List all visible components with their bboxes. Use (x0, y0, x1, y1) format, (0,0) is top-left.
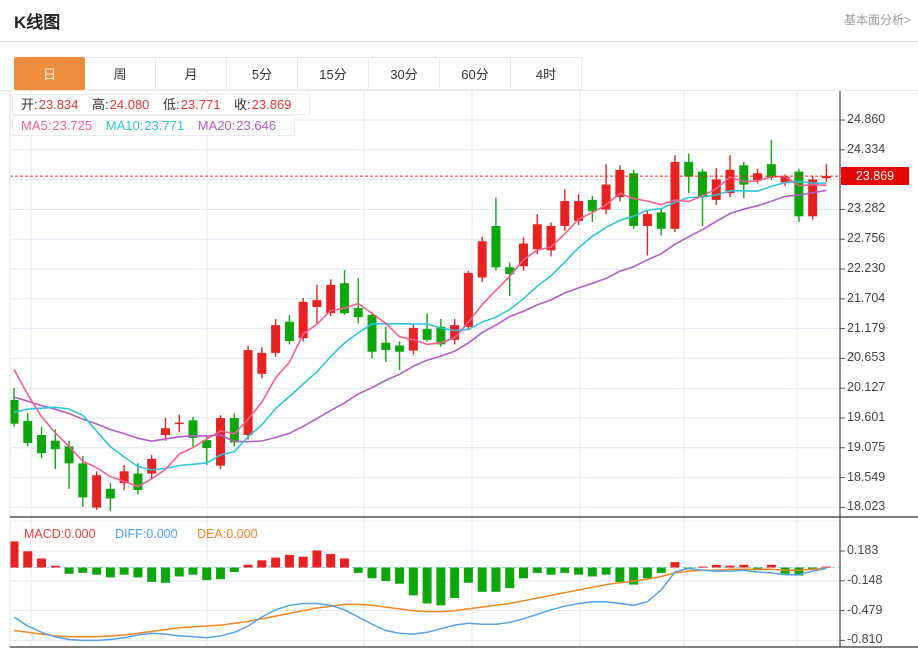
page-title: K线图 (14, 13, 61, 32)
tab-月[interactable]: 月 (156, 57, 227, 90)
open-label: 开: (21, 97, 38, 112)
close-value: 23.869 (251, 97, 292, 112)
macd-value-label: MACD:0.000 (24, 527, 96, 541)
macd-axis-label: -0.148 (847, 572, 883, 587)
price-axis-label: 24.334 (847, 141, 886, 156)
low-value: 23.771 (180, 97, 221, 112)
ma20-label: MA20: (197, 118, 236, 133)
page-header: K线图 基本面分析> (0, 0, 918, 42)
macd-info-row: MACD:0.000 DIFF:0.000 DEA:0.000 (24, 527, 258, 541)
ma20-value: 23.646 (236, 118, 277, 133)
diff-value-label: DIFF:0.000 (115, 527, 178, 541)
interval-tabbar: 日周月 5分 15分 30分 60分 4时 (0, 57, 918, 91)
ma10-label: MA10: (105, 118, 144, 133)
tab-周[interactable]: 周 (85, 57, 156, 90)
close-label: 收: (234, 97, 251, 112)
price-axis-label: 22.230 (847, 261, 886, 276)
ma-info-row: MA5:23.725 MA10:23.771 MA20:23.646 (12, 115, 296, 136)
macd-axis-label: 0.183 (847, 543, 879, 558)
ma10-value: 23.771 (144, 118, 185, 133)
ma5-label: MA5: (21, 118, 52, 133)
dea-value-label: DEA:0.000 (197, 527, 258, 541)
macd-axis-label: -0.479 (847, 602, 883, 617)
price-axis-label: 20.127 (847, 380, 886, 395)
tab-30分[interactable]: 30分 (369, 57, 440, 90)
tab-5分[interactable]: 5分 (227, 57, 298, 90)
price-axis-label: 18.549 (847, 469, 886, 484)
ma5-value: 23.725 (52, 118, 93, 133)
price-axis-label: 23.282 (847, 201, 886, 216)
ohlc-info-row: 开:23.834 高:24.080 低:23.771 收:23.869 (12, 94, 311, 115)
tab-15分[interactable]: 15分 (298, 57, 369, 90)
macd-axis-label: -0.810 (847, 632, 883, 647)
price-axis-label: 24.860 (847, 112, 886, 126)
price-axis-label: 19.601 (847, 409, 886, 424)
interval-tabs: 日周月 5分 15分 30分 60分 4时 (14, 57, 918, 90)
price-axis-label: 19.075 (847, 439, 886, 454)
tab-60分[interactable]: 60分 (440, 57, 511, 90)
low-label: 低: (163, 97, 180, 112)
tab-4时[interactable]: 4时 (511, 57, 582, 90)
current-price-badge: 23.869 (841, 167, 909, 186)
tab-日[interactable]: 日 (14, 57, 85, 90)
price-axis-label: 22.756 (847, 231, 886, 246)
open-value: 23.834 (38, 97, 79, 112)
price-axis-label: 21.704 (847, 290, 886, 305)
price-axis-label: 18.023 (847, 499, 886, 514)
high-value: 24.080 (109, 97, 150, 112)
price-axis-label: 20.653 (847, 350, 886, 365)
price-axis-label: 21.179 (847, 320, 886, 335)
fundamental-analysis-link[interactable]: 基本面分析> (843, 13, 911, 27)
high-label: 高: (92, 97, 109, 112)
